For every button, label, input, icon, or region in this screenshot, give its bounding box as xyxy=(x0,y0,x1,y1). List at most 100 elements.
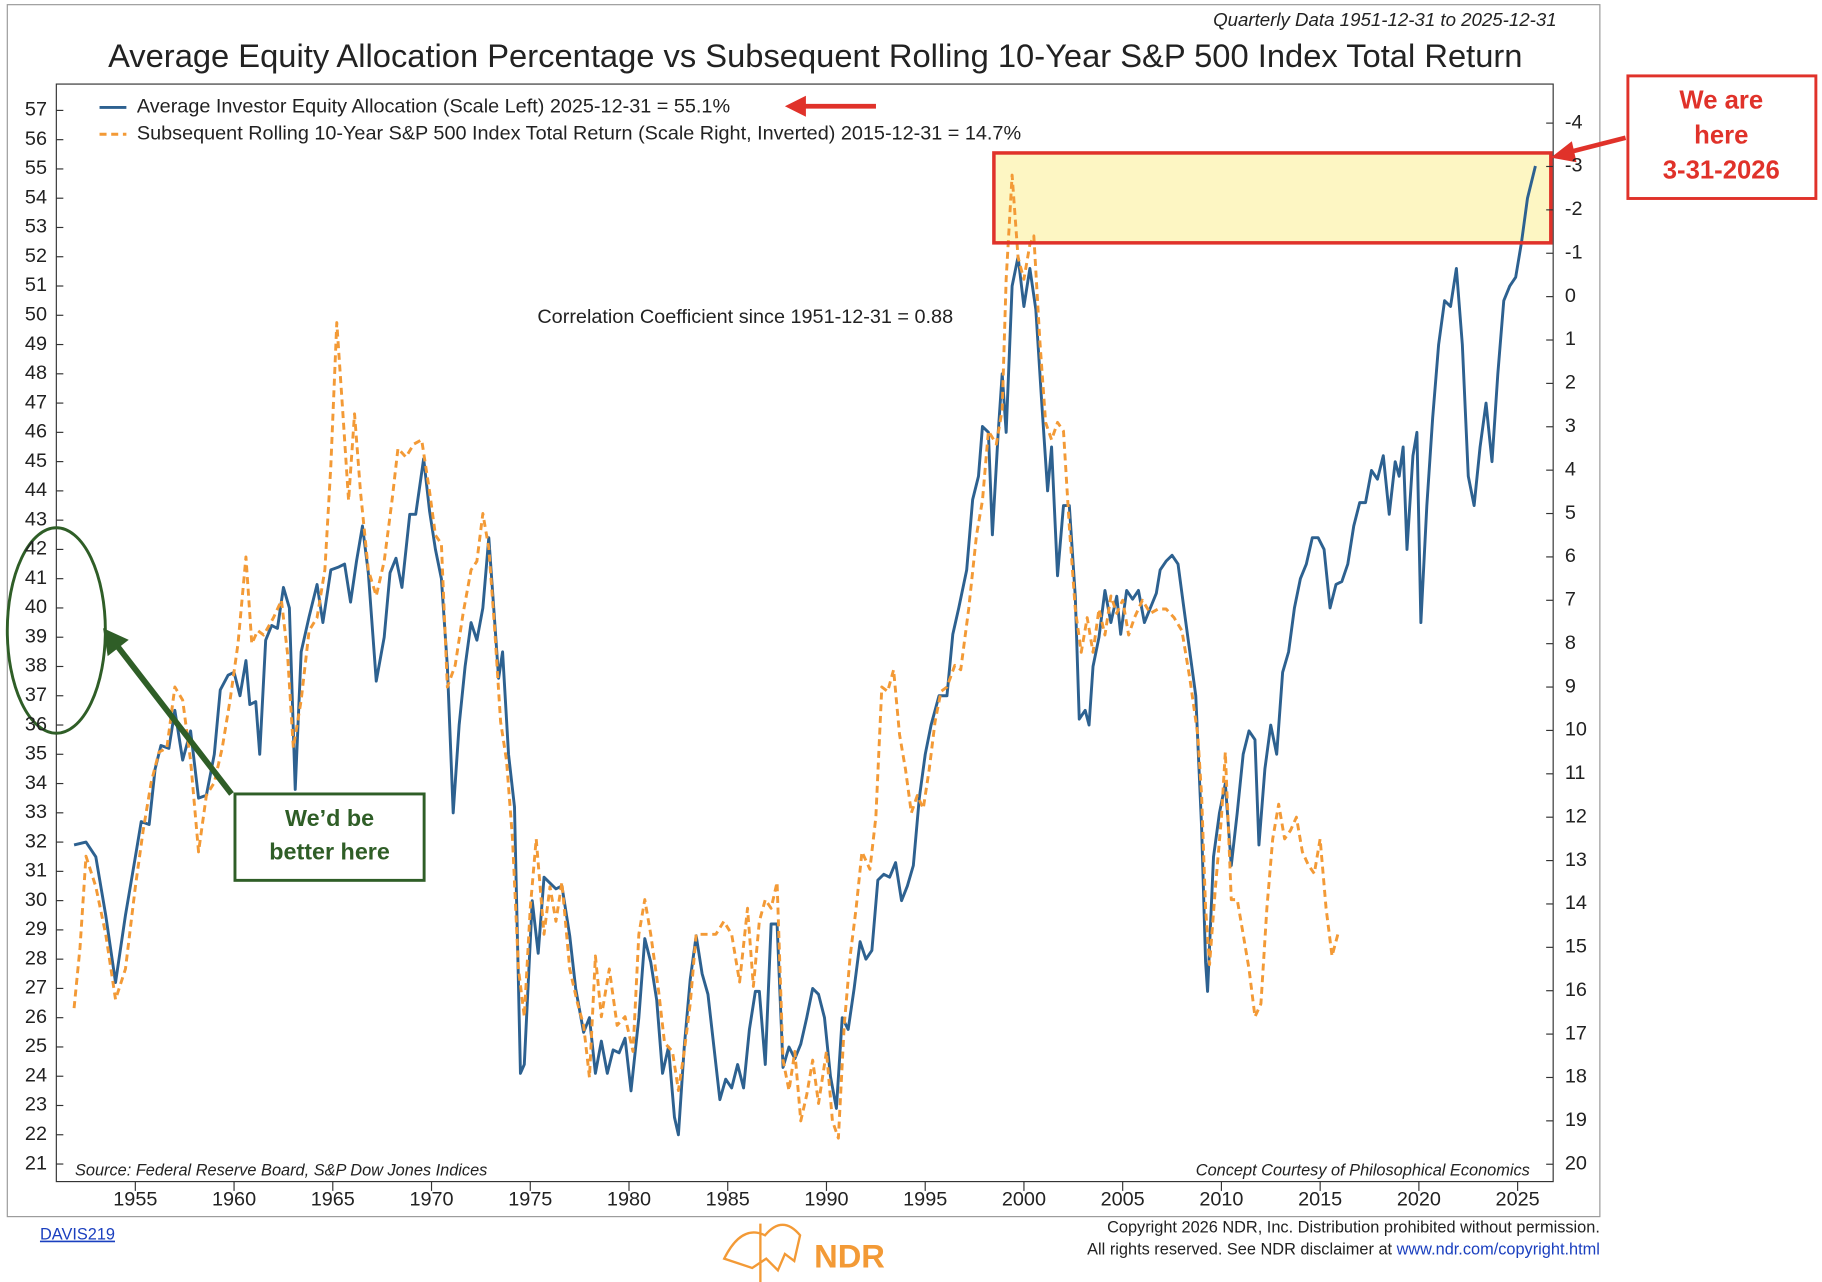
highlight-box xyxy=(992,151,1553,245)
y-tick-label: 44 xyxy=(25,479,47,501)
x-tick-label: 1995 xyxy=(903,1189,947,1211)
y2-tick-label: 8 xyxy=(1565,632,1576,654)
y-tick-label: 31 xyxy=(25,860,47,882)
y2-tick-label: -2 xyxy=(1565,198,1583,220)
y-tick-label: 50 xyxy=(25,304,47,326)
y2-tick-label: 14 xyxy=(1565,892,1587,914)
x-tick-label: 2010 xyxy=(1199,1189,1243,1211)
green-callout-text: better here xyxy=(269,839,390,865)
y2-tick-label: 18 xyxy=(1565,1066,1587,1088)
y-tick-label: 27 xyxy=(25,977,47,999)
y-tick-label: 51 xyxy=(25,274,47,296)
callout-arrow-head xyxy=(1550,141,1577,163)
highlight-zone xyxy=(993,152,1551,243)
y-tick-label: 38 xyxy=(25,655,47,677)
y2-tick-label: 19 xyxy=(1565,1109,1587,1131)
x-tick-label: 1960 xyxy=(212,1189,256,1211)
y2-tick-label: 3 xyxy=(1565,415,1576,437)
y-tick-label: 30 xyxy=(25,889,47,911)
plot-area xyxy=(72,165,1537,1140)
logo-bull xyxy=(722,1223,802,1273)
y2-tick-label: 15 xyxy=(1565,936,1587,958)
x-tick-label: 2015 xyxy=(1298,1189,1342,1211)
green-arrow xyxy=(114,643,234,796)
y-tick-label: 28 xyxy=(25,947,47,969)
y-tick-label: 32 xyxy=(25,830,47,852)
x-tick-label: 1970 xyxy=(409,1189,453,1211)
y-tick-label: 41 xyxy=(25,567,47,589)
y-tick-label: 34 xyxy=(25,772,47,794)
x-tick-label: 1990 xyxy=(804,1189,848,1211)
subtitle: Quarterly Data 1951-12-31 to 2025-12-31 xyxy=(1213,9,1557,30)
plot-border xyxy=(55,83,1554,1183)
legend-label: Subsequent Rolling 10-Year S&P 500 Index… xyxy=(137,123,1021,145)
y-tick-label: 43 xyxy=(25,508,47,530)
logo xyxy=(722,1223,802,1282)
y2-tick-label: 20 xyxy=(1565,1152,1587,1174)
y2-tick-label: 0 xyxy=(1565,285,1576,307)
y2-tick-label: 12 xyxy=(1565,805,1587,827)
x-tick-label: 1980 xyxy=(607,1189,651,1211)
y-tick-label: 47 xyxy=(25,391,47,413)
x-tick-label: 2020 xyxy=(1397,1189,1441,1211)
y-tick-label: 40 xyxy=(25,596,47,618)
legend-label: Average Investor Equity Allocation (Scal… xyxy=(137,96,730,118)
x-tick-label: 1985 xyxy=(706,1189,750,1211)
y2-tick-label: 17 xyxy=(1565,1022,1587,1044)
x-tick-label: 2005 xyxy=(1101,1189,1145,1211)
y-tick-label: 33 xyxy=(25,801,47,823)
y-tick-label: 53 xyxy=(25,216,47,238)
callout-text: 3-31-2026 xyxy=(1663,156,1780,184)
callout-text: here xyxy=(1694,121,1748,149)
legend-arrow-head xyxy=(784,95,806,117)
y-tick-label: 22 xyxy=(25,1123,47,1145)
green-callout-text: We’d be xyxy=(285,805,374,831)
x-tick-label: 1955 xyxy=(113,1189,157,1211)
y2-tick-label: -1 xyxy=(1565,241,1583,263)
y-tick-label: 56 xyxy=(25,128,47,150)
y-tick-label: 55 xyxy=(25,157,47,179)
y-tick-label: 48 xyxy=(25,362,47,384)
chart-title: Average Equity Allocation Percentage vs … xyxy=(108,37,1522,74)
y-tick-label: 39 xyxy=(25,625,47,647)
y2-tick-label: 9 xyxy=(1565,675,1576,697)
concept-note: Concept Courtesy of Philosophical Econom… xyxy=(1196,1161,1530,1179)
y-tick-label: 49 xyxy=(25,333,47,355)
y-tick-label: 21 xyxy=(25,1152,47,1174)
copyright-link[interactable]: www.ndr.com/copyright.html xyxy=(1396,1241,1600,1259)
y2-tick-label: 13 xyxy=(1565,849,1587,871)
y2-tick-label: -4 xyxy=(1565,111,1583,133)
y-tick-label: 45 xyxy=(25,450,47,472)
y-tick-label: 54 xyxy=(25,186,47,208)
y-tick-label: 29 xyxy=(25,918,47,940)
series-line xyxy=(72,173,1340,1140)
y-tick-label: 35 xyxy=(25,743,47,765)
y-tick-label: 25 xyxy=(25,1035,47,1057)
y-tick-label: 26 xyxy=(25,1006,47,1028)
source-note: Source: Federal Reserve Board, S&P Dow J… xyxy=(75,1161,487,1179)
x-tick-label: 2025 xyxy=(1496,1189,1540,1211)
green-arrow-head xyxy=(103,628,129,657)
callout-text: We are xyxy=(1679,86,1763,114)
logo-text: NDR xyxy=(814,1237,885,1274)
chart-id-link[interactable]: DAVIS219 xyxy=(40,1226,115,1244)
x-tick-label: 1975 xyxy=(508,1189,552,1211)
y2-tick-label: -3 xyxy=(1565,155,1583,177)
y-tick-label: 57 xyxy=(25,99,47,121)
copyright: Copyright 2026 NDR, Inc. Distribution pr… xyxy=(1107,1219,1600,1237)
y2-tick-label: 11 xyxy=(1565,762,1586,784)
y2-tick-label: 2 xyxy=(1565,372,1576,394)
y2-tick-label: 4 xyxy=(1565,458,1576,480)
green-callout-box xyxy=(233,792,426,882)
x-tick-label: 1965 xyxy=(311,1189,355,1211)
y-tick-label: 42 xyxy=(25,538,47,560)
copyright: All rights reserved. See NDR disclaimer … xyxy=(1087,1241,1396,1259)
y-tick-label: 46 xyxy=(25,421,47,443)
y-tick-label: 37 xyxy=(25,684,47,706)
y2-tick-label: 10 xyxy=(1565,719,1587,741)
y2-tick-label: 1 xyxy=(1565,328,1576,350)
copyright: All rights reserved. See NDR disclaimer … xyxy=(1087,1241,1600,1259)
y2-tick-label: 5 xyxy=(1565,502,1576,524)
y2-tick-label: 6 xyxy=(1565,545,1576,567)
